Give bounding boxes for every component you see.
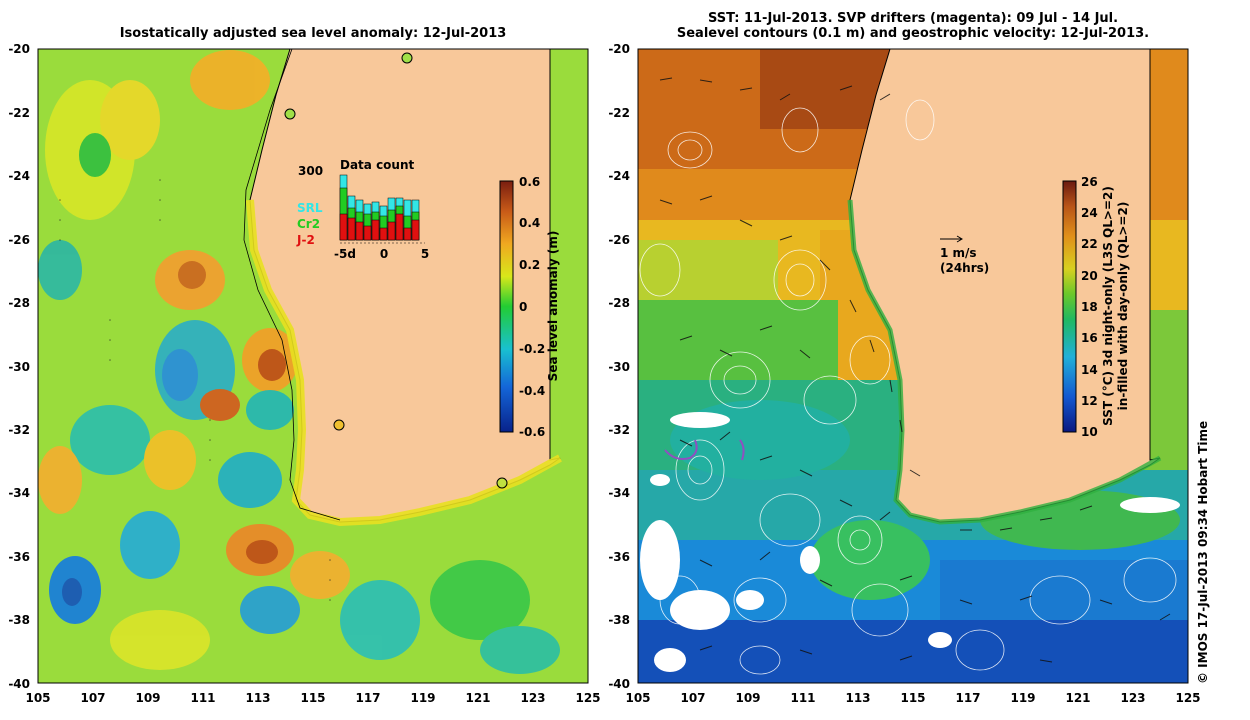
sla-colorbar-tick: -0.2	[519, 342, 545, 356]
sla-colorbar: 0.6 0.4 0.2 0 -0.2 -0.4 -0.6 Sea level a…	[499, 175, 560, 439]
sst-colorbar-tick: 24	[1081, 206, 1098, 220]
left-panel-title: Isostatically adjusted sea level anomaly…	[119, 26, 507, 41]
right-y-tick: -24	[608, 169, 630, 183]
sla-colorbar-tick: 0.2	[519, 258, 540, 272]
inset-title: Data count	[340, 158, 415, 172]
sla-colorbar-tick: -0.6	[519, 425, 545, 439]
right-panel-title-line1: SST: 11-Jul-2013. SVP drifters (magenta)…	[707, 11, 1119, 26]
inset-legend-srl: SRL	[297, 201, 323, 215]
left-y-tick: -26	[8, 233, 30, 247]
data-count-inset: 300 Data count SRL Cr2 J-2	[296, 158, 429, 261]
left-y-tick: -28	[8, 296, 30, 310]
right-x-tick: 121	[1065, 691, 1090, 705]
right-y-tick: -38	[608, 613, 630, 627]
sst-colorbar-tick: 10	[1081, 425, 1098, 439]
right-y-tick: -28	[608, 296, 630, 310]
right-y-tick: -34	[608, 486, 630, 500]
sla-colorbar-tick: 0.4	[519, 216, 540, 230]
right-x-tick: 125	[1175, 691, 1200, 705]
right-x-tick: 109	[735, 691, 760, 705]
right-x-tick: 123	[1120, 691, 1145, 705]
sst-colorbar-label-line2: in-filled with day-only (QL>=2)	[1116, 202, 1130, 411]
inset-bars	[339, 174, 425, 244]
inset-legend-cr2: Cr2	[297, 217, 320, 231]
left-x-tick: 123	[520, 691, 545, 705]
left-y-tick: -20	[8, 42, 30, 56]
inset-legend-j2: J-2	[296, 233, 315, 247]
left-x-tick: 107	[80, 691, 105, 705]
sla-colorbar-tick: 0.6	[519, 175, 540, 189]
right-x-tick: 105	[625, 691, 650, 705]
tide-gauge-marker	[284, 108, 296, 120]
left-x-tick: 111	[190, 691, 215, 705]
sla-colorbar-tick: 0	[519, 300, 527, 314]
left-y-tick: -34	[8, 486, 30, 500]
tide-gauge-marker	[496, 477, 508, 489]
imos-credit: © IMOS 17-Jul-2013 09:34 Hobart Time	[1196, 420, 1210, 684]
right-y-tick: -32	[608, 423, 630, 437]
sst-colorbar-tick: 18	[1081, 300, 1098, 314]
right-x-tick: 113	[845, 691, 870, 705]
right-y-tick: -22	[608, 106, 630, 120]
right-x-tick: 107	[680, 691, 705, 705]
left-x-tick: 109	[135, 691, 160, 705]
sst-colorbar-tick: 14	[1081, 363, 1098, 377]
sla-colorbar-tick: -0.4	[519, 384, 545, 398]
left-y-tick: -32	[8, 423, 30, 437]
tide-gauge-marker	[401, 52, 413, 64]
left-y-tick: -40	[8, 677, 30, 691]
left-axis-ticks: 105 107 109 111 113 115 117 119 121 123 …	[8, 42, 600, 705]
velocity-scale-arrow: 1 m/s (24hrs)	[940, 235, 989, 275]
left-x-tick: 119	[410, 691, 435, 705]
left-x-tick: 115	[300, 691, 325, 705]
left-x-tick: 117	[355, 691, 380, 705]
inset-x-tick: 5	[421, 247, 429, 261]
right-y-tick: -40	[608, 677, 630, 691]
inset-x-tick: 0	[380, 247, 388, 261]
left-x-tick: 113	[245, 691, 270, 705]
scale-arrow-label: 1 m/s	[940, 246, 977, 260]
inset-x-tick: -5d	[334, 247, 356, 261]
right-y-tick: -26	[608, 233, 630, 247]
left-y-tick: -36	[8, 550, 30, 564]
right-panel-title-line2: Sealevel contours (0.1 m) and geostrophi…	[676, 26, 1150, 41]
right-y-tick: -36	[608, 550, 630, 564]
sst-colorbar-tick: 16	[1081, 331, 1098, 345]
right-x-tick: 119	[1010, 691, 1035, 705]
sst-colorbar-label-line1: SST (°C) 3d night-only (L3S QL>=2)	[1101, 186, 1115, 426]
left-y-tick: -22	[8, 106, 30, 120]
sst-colorbar-tick: 26	[1081, 175, 1098, 189]
sst-colorbar-tick: 12	[1081, 394, 1098, 408]
sst-colorbar-tick: 20	[1081, 269, 1098, 283]
sst-colorbar-tick: 22	[1081, 237, 1098, 251]
inset-ymax-label: 300	[298, 164, 323, 178]
right-axis-ticks: 105 107 109 111 113 115 117 119 121 123 …	[608, 42, 1200, 705]
left-y-tick: -38	[8, 613, 30, 627]
left-y-tick: -30	[8, 360, 30, 374]
right-x-tick: 111	[790, 691, 815, 705]
sst-colorbar: 26 24 22 20 18 16 14 12 10 SST (°C) 3d n…	[1062, 175, 1130, 439]
left-y-tick: -24	[8, 169, 30, 183]
sst-map	[638, 49, 1188, 683]
right-y-tick: -20	[608, 42, 630, 56]
sla-map	[38, 49, 588, 683]
tide-gauge-marker	[333, 419, 345, 431]
right-x-tick: 115	[900, 691, 925, 705]
right-y-tick: -30	[608, 360, 630, 374]
scale-arrow-sublabel: (24hrs)	[940, 261, 989, 275]
left-x-tick: 121	[465, 691, 490, 705]
left-x-tick: 125	[575, 691, 600, 705]
left-x-tick: 105	[25, 691, 50, 705]
right-x-tick: 117	[955, 691, 980, 705]
sla-colorbar-label: Sea level anomaly (m)	[546, 231, 560, 382]
